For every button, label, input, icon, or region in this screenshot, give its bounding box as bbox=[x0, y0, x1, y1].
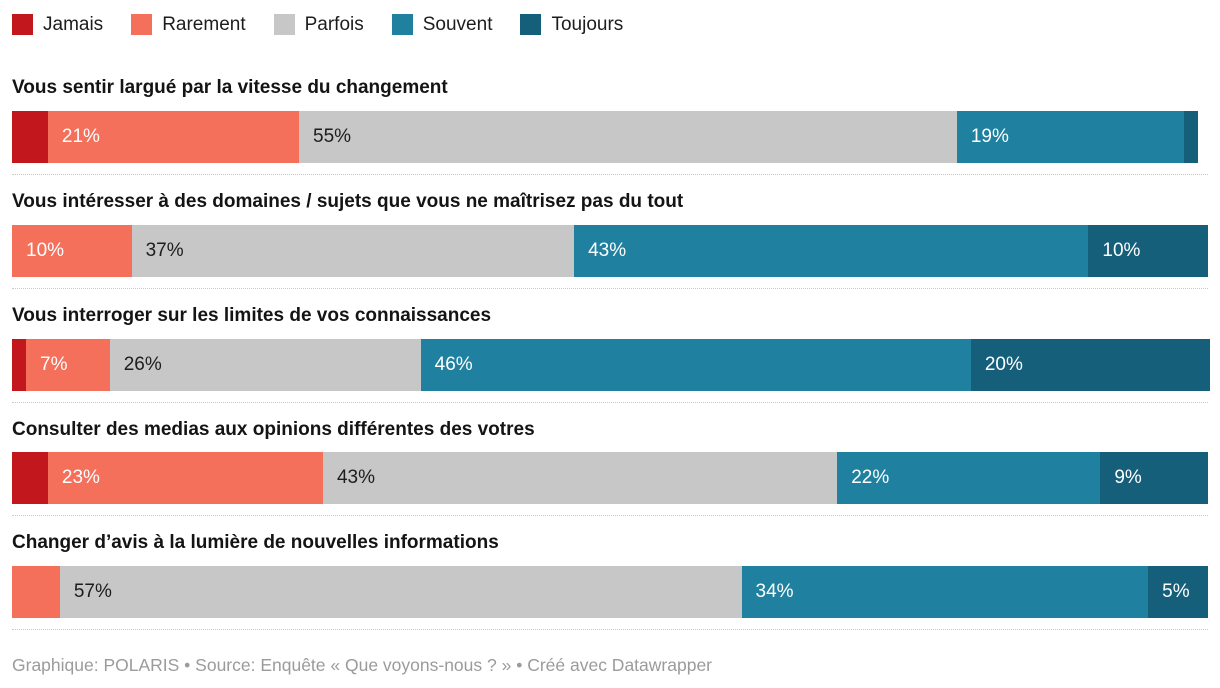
question-title: Changer d’avis à la lumière de nouvelles… bbox=[12, 532, 499, 554]
legend-swatch-jamais bbox=[12, 14, 33, 35]
bar-segment-parfois: 43% bbox=[322, 452, 838, 505]
bar-segment-rarement: 23% bbox=[47, 452, 323, 505]
legend-swatch-rarement bbox=[131, 14, 153, 35]
legend-label: Parfois bbox=[304, 14, 364, 35]
footer-attribution-text: Graphique: POLARIS • Source: Enquête « Q… bbox=[12, 655, 712, 676]
question-title: Vous interroger sur les limites de vos c… bbox=[12, 304, 492, 326]
question-section: Changer d’avis à la lumière de nouvelles… bbox=[12, 516, 1208, 631]
stacked-bar: 10% 37% 43% 10% bbox=[12, 224, 1208, 277]
question-section: Consulter des medias aux opinions différ… bbox=[12, 403, 1208, 517]
bar-segment-toujours: 5% bbox=[1148, 566, 1208, 619]
bar-segment-parfois: 55% bbox=[299, 110, 957, 163]
legend-label: Toujours bbox=[551, 14, 624, 35]
question-section: Vous sentir largué par la vitesse du cha… bbox=[12, 61, 1208, 175]
bar-segment-toujours bbox=[1184, 110, 1199, 163]
question-title: Consulter des medias aux opinions différ… bbox=[12, 418, 535, 440]
legend-item-souvent: Souvent bbox=[391, 14, 493, 35]
question-section: Vous interroger sur les limites de vos c… bbox=[12, 289, 1211, 403]
bar-segment-parfois: 26% bbox=[109, 338, 421, 391]
legend-label: Souvent bbox=[422, 14, 493, 35]
bar-segment-rarement: 21% bbox=[47, 110, 300, 163]
stacked-bar: 23% 43% 22% 9% bbox=[12, 452, 1208, 505]
bar-segment-parfois: 37% bbox=[131, 224, 575, 277]
bar-segment-parfois: 57% bbox=[59, 566, 742, 619]
bar-segment-rarement: 7% bbox=[26, 338, 110, 391]
legend-item-rarement: Rarement bbox=[131, 14, 246, 35]
bar-segment-souvent: 43% bbox=[574, 224, 1089, 277]
legend: Jamais Rarement Parfois Souvent Toujours bbox=[12, 0, 1208, 35]
bar-segment-souvent: 46% bbox=[420, 338, 971, 391]
stacked-bar: 21% 55% 19% bbox=[12, 110, 1208, 163]
chart-footer: Graphique: POLARIS • Source: Enquête « Q… bbox=[12, 630, 1208, 676]
legend-swatch-toujours bbox=[520, 14, 542, 35]
bar-segment-toujours: 9% bbox=[1100, 452, 1208, 505]
legend-item-parfois: Parfois bbox=[273, 14, 364, 35]
question-title: Vous intéresser à des domaines / sujets … bbox=[12, 190, 684, 212]
bar-segment-jamais bbox=[12, 110, 48, 163]
chart-rows: Vous sentir largué par la vitesse du cha… bbox=[12, 61, 1211, 631]
bar-segment-rarement bbox=[12, 566, 60, 619]
legend-item-jamais: Jamais bbox=[12, 14, 103, 35]
legend-label: Rarement bbox=[162, 14, 246, 35]
question-title: Vous sentir largué par la vitesse du cha… bbox=[12, 77, 448, 98]
legend-item-toujours: Toujours bbox=[520, 14, 623, 35]
bar-segment-jamais bbox=[12, 338, 26, 391]
question-section: Vous intéresser à des domaines / sujets … bbox=[12, 175, 1208, 289]
bar-segment-toujours: 20% bbox=[970, 338, 1211, 391]
legend-swatch-souvent bbox=[391, 14, 413, 35]
stacked-bar: 57% 34% 5% bbox=[12, 566, 1208, 619]
legend-label: Jamais bbox=[43, 14, 104, 35]
bar-segment-rarement: 10% bbox=[12, 224, 132, 277]
legend-swatch-parfois bbox=[273, 14, 295, 35]
bar-segment-toujours: 10% bbox=[1088, 224, 1208, 277]
bar-segment-jamais bbox=[12, 452, 48, 505]
bar-segment-souvent: 22% bbox=[837, 452, 1101, 505]
bar-segment-souvent: 34% bbox=[741, 566, 1149, 619]
bar-segment-souvent: 19% bbox=[956, 110, 1185, 163]
stacked-bar: 7% 26% 46% 20% bbox=[12, 338, 1211, 391]
